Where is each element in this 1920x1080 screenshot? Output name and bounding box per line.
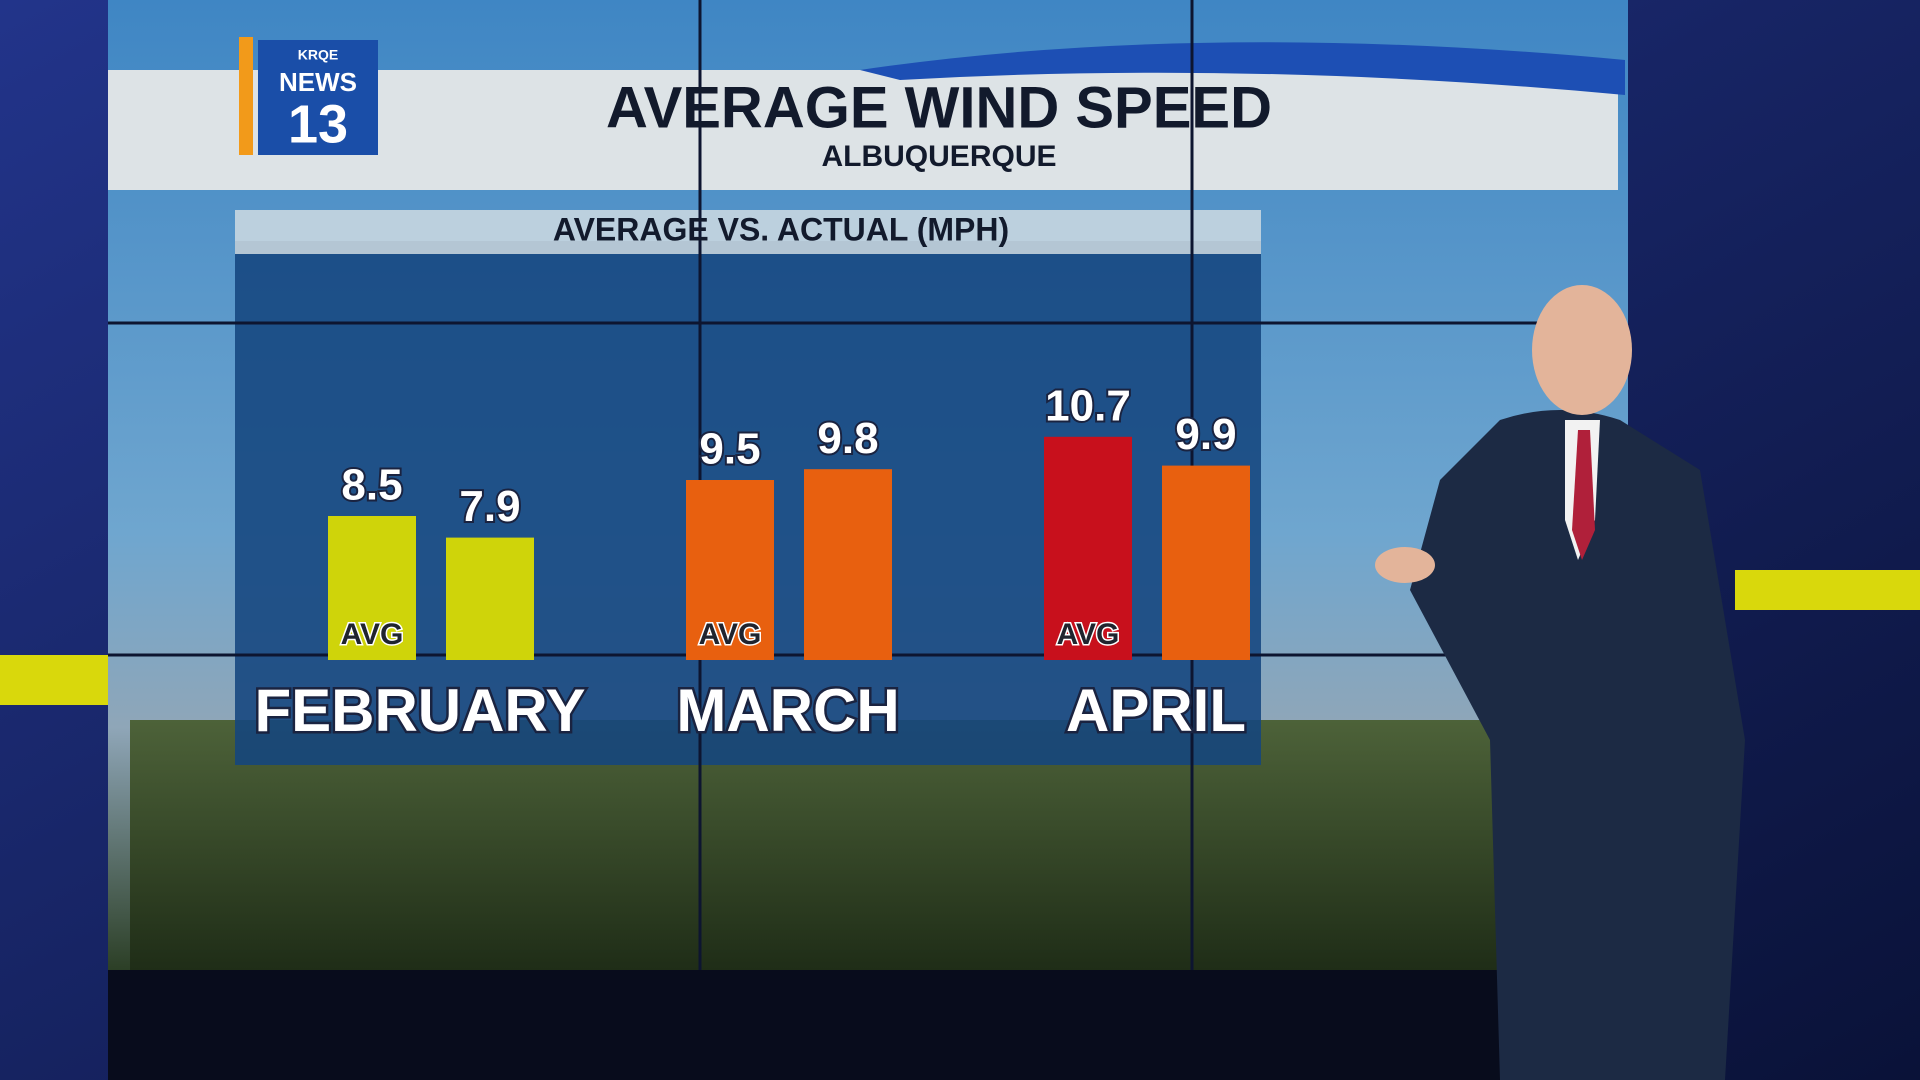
- logo-text: NEWS: [279, 67, 357, 97]
- logo-stripe: [239, 37, 253, 155]
- value-label: 7.9: [459, 482, 520, 531]
- bar-series-label: AVG: [699, 618, 762, 651]
- bar: [1044, 436, 1132, 660]
- logo-text: KRQE: [298, 47, 338, 63]
- bar-series-label: AVG: [341, 618, 404, 651]
- logo-number: 13: [288, 94, 348, 154]
- header-swoosh: [860, 42, 1625, 95]
- chart-title: AVERAGE WIND SPEED: [606, 75, 1272, 140]
- bar-series-label: AVG: [1057, 618, 1120, 651]
- category-label: FEBRUARY: [254, 677, 585, 744]
- value-label: 9.5: [699, 425, 760, 474]
- studio-floor: [108, 970, 1628, 1080]
- bar: [446, 537, 534, 660]
- logo-box: [258, 40, 378, 155]
- presenter-head: [1532, 285, 1632, 415]
- chart-note: AVERAGE VS. ACTUAL (MPH): [553, 211, 1009, 247]
- category-label: APRIL: [1066, 677, 1246, 744]
- presenter-suit: [1410, 410, 1745, 1080]
- category-label: MARCH: [676, 677, 899, 744]
- presenter-tie: [1572, 430, 1595, 560]
- bar: [1162, 465, 1250, 660]
- value-label: 9.8: [817, 414, 878, 463]
- value-label: 9.9: [1175, 410, 1236, 459]
- presenter-hand: [1375, 547, 1435, 583]
- chart-subtitle: ALBUQUERQUE: [821, 140, 1056, 173]
- value-label: 8.5: [341, 461, 402, 510]
- value-label: 10.7: [1045, 381, 1131, 430]
- bars: FEBRUARY 8.5 AVG 7.9 MARCH 9.5 AVG 9.8 APRIL 10.7…: [252, 379, 1250, 746]
- bar: [686, 480, 774, 660]
- presenter: [1375, 285, 1745, 1080]
- logo: KRQE NEWS 13: [239, 37, 378, 155]
- bar: [804, 469, 892, 660]
- bar: [328, 516, 416, 660]
- chart-subtitle-band: [235, 210, 1261, 254]
- studio-light-band: [1735, 570, 1920, 610]
